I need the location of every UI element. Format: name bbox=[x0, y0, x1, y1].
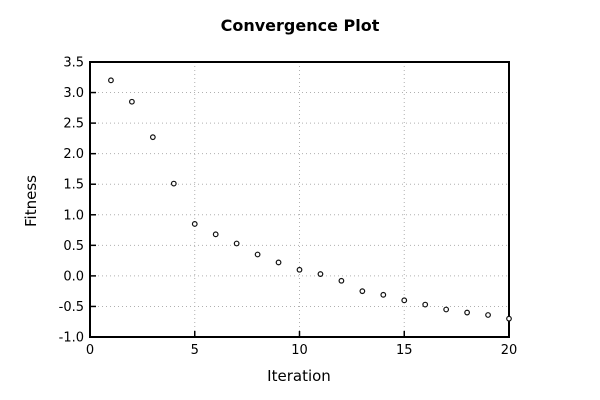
x-axis-label: Iteration bbox=[267, 367, 331, 385]
y-tick-label: 3.0 bbox=[63, 86, 84, 101]
x-tick-label: 15 bbox=[396, 343, 413, 358]
data-point bbox=[443, 306, 450, 313]
data-point bbox=[422, 301, 429, 308]
data-point bbox=[108, 77, 114, 84]
y-tick-label: 2.5 bbox=[63, 117, 84, 132]
data-point bbox=[233, 240, 240, 247]
data-point bbox=[170, 180, 177, 187]
axis-ticks bbox=[89, 61, 510, 338]
data-point bbox=[485, 312, 491, 318]
data-point bbox=[191, 221, 198, 227]
data-point bbox=[401, 297, 408, 304]
data-point bbox=[506, 315, 512, 322]
data-point bbox=[254, 251, 261, 258]
y-tick-label: 1.5 bbox=[63, 178, 84, 193]
data-point bbox=[149, 134, 156, 141]
data-point bbox=[380, 291, 387, 298]
y-tick-label: 0.0 bbox=[63, 269, 84, 284]
data-point bbox=[296, 266, 303, 273]
data-point bbox=[128, 98, 135, 105]
data-point bbox=[338, 277, 345, 284]
y-axis-label: Fitness bbox=[22, 175, 40, 227]
y-tick-label: 1.0 bbox=[63, 208, 84, 223]
data-points bbox=[108, 77, 512, 322]
plot-frame bbox=[89, 61, 510, 338]
tick-labels: 0 5 10 15 20 3.5 3.0 2.5 2.0 1.5 1.0 0.5 0.0 -0.5 -1.0 bbox=[59, 56, 518, 359]
data-point bbox=[212, 231, 219, 238]
y-tick-label: 2.0 bbox=[63, 147, 84, 162]
y-tick-label: 0.5 bbox=[63, 239, 84, 254]
y-tick-label: -1.0 bbox=[59, 331, 84, 346]
chart-title: Convergence Plot bbox=[221, 16, 380, 35]
data-point bbox=[464, 309, 471, 316]
x-tick-label: 10 bbox=[291, 343, 308, 358]
x-tick-label: 0 bbox=[86, 343, 94, 358]
x-tick-label: 20 bbox=[501, 343, 518, 358]
y-tick-label: -0.5 bbox=[59, 300, 84, 315]
data-point bbox=[359, 288, 366, 295]
data-point bbox=[317, 271, 324, 277]
x-tick-label: 5 bbox=[191, 343, 199, 358]
gridlines bbox=[90, 62, 509, 337]
data-point bbox=[275, 259, 282, 266]
y-tick-label: 3.5 bbox=[63, 56, 84, 71]
